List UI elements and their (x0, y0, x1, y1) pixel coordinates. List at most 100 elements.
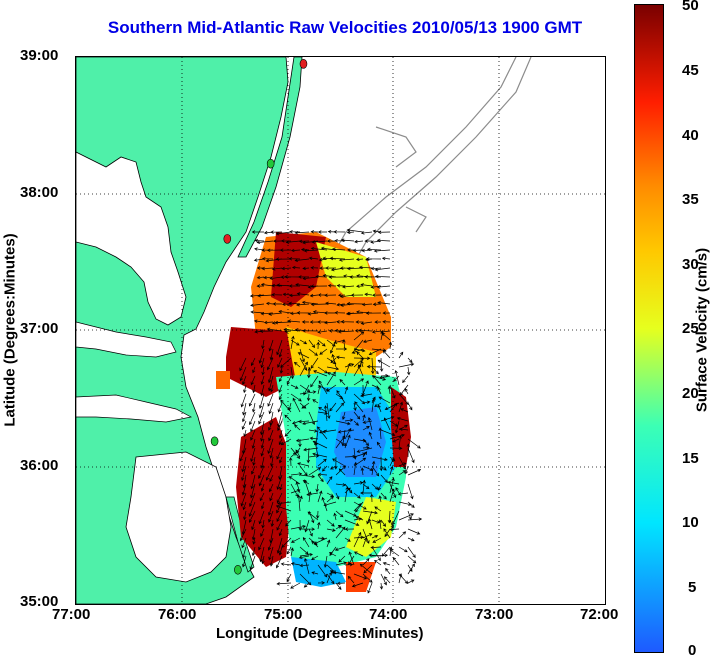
velocity-arrow (335, 526, 346, 539)
velocity-arrow (252, 384, 256, 394)
velocity-arrow (398, 401, 403, 413)
velocity-arrow (272, 239, 283, 243)
velocity-arrow (253, 319, 265, 323)
station-1-marker (299, 59, 308, 69)
velocity-arrow (302, 276, 319, 281)
velocity-arrow (317, 330, 328, 334)
velocity-arrow (362, 400, 371, 404)
velocity-arrow (279, 456, 283, 464)
velocity-arrow (344, 562, 354, 567)
velocity-arrow (336, 283, 346, 288)
velocity-arrow (407, 537, 415, 542)
velocity-arrow (353, 492, 361, 499)
velocity-arrow (240, 393, 247, 408)
velocity-arrow (257, 294, 274, 298)
velocity-arrow (299, 563, 310, 568)
velocity-arrow (344, 486, 349, 503)
velocity-arrow (271, 267, 283, 271)
velocity-arrow (407, 579, 415, 584)
velocity-arrow (326, 239, 337, 243)
velocity-arrow (407, 528, 421, 535)
velocity-arrow (279, 483, 283, 491)
velocity-arrow (307, 511, 319, 521)
velocity-arrow (290, 472, 303, 476)
velocity-arrow (260, 501, 265, 510)
velocity-arrow (346, 301, 364, 306)
velocity-arrow (251, 528, 256, 541)
velocity-arrow (341, 411, 346, 421)
velocity-arrow (371, 456, 388, 462)
velocity-arrow (298, 419, 310, 424)
velocity-arrow (278, 309, 292, 314)
velocity-arrow (323, 501, 337, 507)
velocity-arrow (384, 528, 391, 538)
hf-radar-stations (210, 59, 308, 575)
x-axis-label: Longitude (Degrees:Minutes) (216, 625, 424, 642)
velocity-arrow (241, 456, 247, 473)
velocity-arrow (332, 458, 346, 467)
velocity-arrow (276, 474, 283, 490)
velocity-arrow (268, 420, 274, 431)
velocity-arrow (288, 257, 301, 261)
velocity-arrow (352, 248, 364, 253)
velocity-arrow (353, 393, 366, 405)
x-tick-label: 76:00 (158, 606, 197, 623)
velocity-arrow (344, 537, 351, 542)
velocity-arrow (278, 348, 283, 358)
velocity-arrow (284, 329, 292, 334)
velocity-arrow (344, 362, 351, 377)
velocity-arrow (311, 571, 319, 575)
velocity-arrow (353, 411, 361, 420)
velocity-arrow (344, 519, 360, 527)
velocity-arrow (362, 573, 373, 583)
velocity-arrow (325, 301, 337, 306)
velocity-arrow (268, 483, 274, 493)
velocity-arrow (261, 339, 265, 350)
colorbar-tick-label: 10 (682, 514, 699, 531)
velocity-arrow (317, 411, 329, 415)
velocity-arrow (308, 510, 315, 524)
velocity-arrow (344, 386, 349, 395)
colorbar-tick-label: 35 (682, 191, 699, 208)
velocity-arrow (327, 371, 337, 377)
velocity-arrow (267, 393, 274, 407)
velocity-arrow (362, 420, 373, 424)
velocity-arrow (309, 436, 319, 441)
velocity-arrow (335, 402, 345, 413)
velocity-arrow (265, 465, 274, 481)
velocity-arrow (335, 438, 348, 446)
velocity-arrow (353, 420, 359, 426)
velocity-arrow (274, 320, 292, 325)
velocity-arrow (258, 402, 265, 419)
velocity-arrow (251, 438, 256, 449)
velocity-arrow (367, 582, 373, 594)
velocity-arrow (280, 357, 292, 368)
velocity-arrow (407, 483, 414, 500)
velocity-arrow (379, 357, 384, 372)
velocity-arrow (249, 492, 256, 507)
velocity-arrow (377, 301, 391, 305)
velocity-arrow (377, 483, 382, 491)
velocity-arrow (317, 472, 328, 477)
velocity-arrow (371, 534, 379, 539)
velocity-arrow (277, 402, 283, 413)
velocity-arrow (269, 447, 274, 459)
velocity-arrow (269, 474, 274, 482)
velocity-arrow (360, 321, 373, 326)
velocity-arrow (276, 283, 292, 287)
velocity-arrow (407, 402, 413, 411)
velocity-arrow (327, 283, 337, 288)
velocity-arrow (340, 303, 355, 307)
velocity-arrow (317, 581, 326, 585)
velocity-arrow (326, 528, 336, 532)
velocity-arrow (290, 547, 294, 557)
velocity-arrow (299, 348, 305, 363)
velocity-arrow (407, 555, 417, 564)
velocity-arrow (377, 359, 391, 368)
velocity-arrow (267, 366, 274, 384)
velocity-arrow (318, 258, 328, 262)
velocity-arrow (251, 519, 256, 531)
velocity-arrow (337, 429, 355, 434)
velocity-arrow (260, 447, 265, 457)
velocity-arrow (239, 447, 247, 462)
